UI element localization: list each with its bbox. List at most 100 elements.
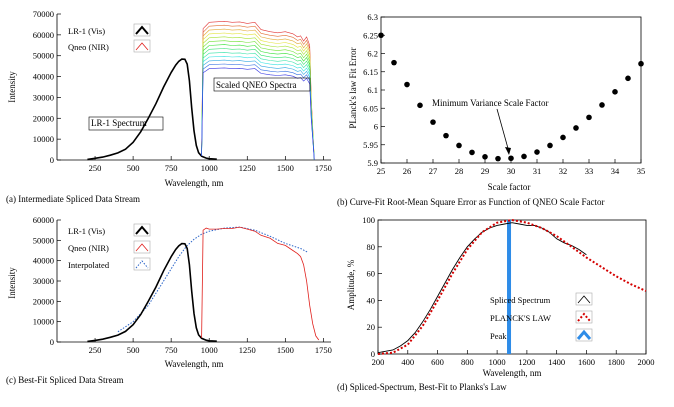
chart-b-point	[521, 153, 527, 160]
chart-a-x-tick-label: 500	[127, 163, 140, 173]
chart-c-legend-box-1	[133, 240, 151, 254]
chart-d-y-tick-label: 60	[367, 269, 376, 279]
chart-a-series-lr1-line	[87, 58, 217, 161]
chart-d-legend-box-0	[575, 292, 593, 306]
chart-c-caption: (c) Best-Fit Spliced Data Stream	[6, 375, 123, 385]
chart-c-ylabel: Intensity	[7, 267, 17, 299]
chart-a-y-tick-label: 0	[50, 155, 54, 165]
chart-a-series-qneo-line-4	[201, 36, 315, 161]
chart-a-annotation-qneo: Scaled QNEO Spectra	[216, 80, 296, 90]
chart-a-series-qneo-line-2	[201, 28, 315, 161]
chart-d-x-tick-label: 1600	[578, 357, 595, 367]
chart-a-y-tick-label: 70000	[33, 9, 54, 19]
chart-d-caption: (d) Spliced-Spectrum, Best-Fit to Planks…	[337, 382, 507, 392]
chart-a-annotation-qneo-box	[213, 77, 311, 92]
chart-a-caption: (a) Intermediate Spliced Data Stream	[6, 194, 140, 204]
chart-d-legend-swatch-1	[577, 312, 591, 322]
chart-d-x-tick-label: 1400	[548, 357, 565, 367]
chart-d-ylabel: Amplitude, %	[346, 259, 356, 310]
chart-a-legend-label-1: Qneo (NIR)	[68, 42, 109, 52]
chart-b-x-tick-label: 32	[559, 166, 568, 176]
chart-d-x-tick-label: 600	[431, 357, 444, 367]
chart-c-legend-swatch-1	[135, 243, 149, 252]
chart-b-point	[456, 142, 462, 149]
chart-d-legend-swatch-2	[576, 329, 592, 340]
chart-a-x-tick-label: 1750	[315, 163, 332, 173]
chart-a-y-tick-label: 60000	[33, 30, 54, 40]
chart-b-y-tick-label: 6.1	[367, 85, 378, 95]
chart-c-x-tick-label: 500	[127, 345, 140, 355]
chart-a-series-qneo-line-5	[201, 40, 315, 161]
chart-a-y-tick-label: 10000	[33, 134, 54, 144]
chart-a-ylabel: Intensity	[7, 71, 17, 103]
chart-b-x-tick-label: 29	[481, 166, 490, 176]
chart-b-point	[586, 114, 592, 121]
chart-b-xlabel: Scale factor	[488, 182, 531, 192]
chart-b-y-tick-label: 6.05	[363, 103, 378, 113]
chart-d-x-tick-label: 200	[372, 357, 385, 367]
chart-b-x-tick-label: 35	[637, 166, 646, 176]
chart-d: 0 20 40 60 80 100 200 400 600 800 1000 1200 1400 1600…	[337, 215, 655, 392]
chart-d-series-planck-line	[377, 218, 647, 355]
chart-d-legend-label-0: Spliced Spectrum	[490, 295, 551, 305]
chart-d-x-tick-label: 1800	[608, 357, 625, 367]
chart-c-y-tick-label: 20000	[33, 296, 54, 306]
chart-a-series-qneo-line-10	[201, 59, 315, 161]
chart-d-x-tick-label: 800	[461, 357, 474, 367]
chart-c-legend-box-2	[133, 257, 151, 271]
chart-c-legend-label-2: Interpolated	[68, 260, 110, 270]
chart-b-x-tick-label: 26	[403, 166, 412, 176]
chart-c-legend-label-1: Qneo (NIR)	[68, 243, 109, 253]
chart-a-y-tick-label: 30000	[33, 92, 54, 102]
chart-b-point	[495, 155, 501, 162]
chart-a-x-tick-label: 1000	[201, 163, 218, 173]
chart-c-legend-swatch-2	[135, 260, 149, 269]
chart-b-point	[482, 153, 488, 160]
chart-b-y-tick-label: 5.95	[363, 140, 378, 150]
chart-b-point	[378, 32, 384, 39]
chart-d-peak-bar	[507, 220, 512, 354]
chart-c-y-tick-label: 60000	[33, 215, 54, 225]
chart-b-point	[560, 134, 566, 141]
chart-b-x-tick-label: 34	[611, 166, 620, 176]
chart-a-series-qneo-line-11	[201, 63, 315, 161]
chart-c-xlabel: Wavelength, nm	[165, 359, 224, 369]
chart-b-y-tick-label: 5.9	[367, 158, 378, 168]
chart-b-point	[599, 102, 605, 108]
chart-b-point	[417, 102, 423, 109]
chart-d-legend-label-2: Peak	[490, 331, 507, 341]
chart-d-y-tick-label: 100	[362, 215, 375, 225]
chart-d-y-tick-label: 80	[367, 242, 376, 252]
chart-b: 5.9 5.95 6 6.05 6.1 6.15 6.2 6.25 6.3 25 26 27 28 29 3…	[337, 12, 645, 207]
chart-a-series-qneo-line-12	[201, 67, 315, 161]
chart-b-annotation-arrow	[496, 108, 510, 153]
chart-a-legend-swatch-1	[135, 42, 149, 51]
chart-b-point	[638, 60, 644, 67]
chart-d-x-tick-label: 1000	[489, 357, 506, 367]
chart-a-series-qneo-line-9	[201, 55, 315, 161]
chart-b-x-tick-label: 30	[507, 166, 516, 176]
chart-a-legend-label-0: LR-1 (Vis)	[68, 26, 105, 36]
chart-b-point	[443, 132, 449, 139]
chart-c-legend-label-0: LR-1 (Vis)	[68, 226, 105, 236]
chart-b-x-tick-label: 28	[455, 166, 464, 176]
chart-d-x-tick-label: 400	[401, 357, 414, 367]
chart-b-y-tick-label: 6.2	[367, 49, 378, 59]
chart-b-x-tick-label: 27	[429, 166, 438, 176]
chart-b-y-tick-label: 6.25	[363, 30, 378, 40]
chart-b-caption: (b) Curve-Fit Root-Mean Square Error as …	[337, 197, 604, 207]
chart-a-series-qneo-line-7	[201, 48, 315, 161]
chart-b-point	[625, 75, 631, 82]
chart-a-annotation-lr1-box	[88, 116, 164, 131]
chart-a-legend-box-1	[133, 39, 151, 53]
chart-c-y-tick-label: 50000	[33, 235, 54, 245]
chart-b-x-tick-label: 31	[533, 166, 542, 176]
chart-b-point	[391, 59, 397, 66]
chart-a-y-tick-label: 20000	[33, 113, 54, 123]
chart-a-x-tick-label: 1250	[239, 163, 256, 173]
chart-b-y-tick-label: 6.15	[363, 67, 378, 77]
chart-d-legend-label-1: PLANCK'S LAW	[490, 313, 551, 323]
chart-d-xlabel: Wavelength, nm	[483, 368, 542, 378]
chart-c-y-tick-label: 40000	[33, 256, 54, 266]
chart-c-series-interpolated-line	[117, 226, 309, 333]
